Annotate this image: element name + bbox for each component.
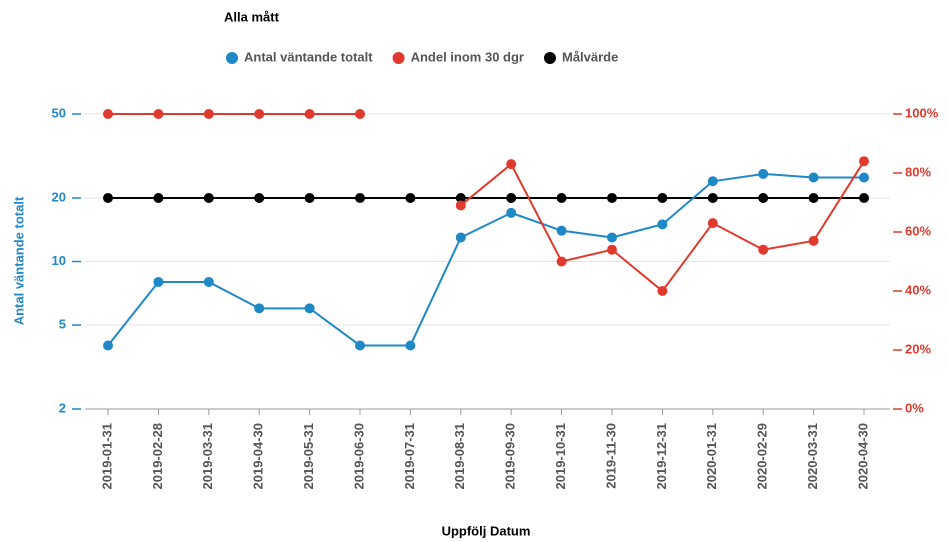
data-point (103, 109, 113, 119)
y2-tick-label: 20% (905, 341, 931, 356)
data-point (506, 207, 517, 218)
x-tick-label: 2019-08-31 (452, 423, 467, 490)
data-point (657, 219, 668, 230)
series-line (107, 172, 864, 347)
x-tick-label: 2020-01-31 (704, 423, 719, 490)
data-point (103, 192, 113, 203)
y2-tick-label: 80% (905, 164, 931, 179)
data-point (506, 159, 517, 170)
data-point (607, 232, 617, 243)
data-point (455, 232, 466, 243)
y-tick-label: 20 (52, 189, 66, 204)
x-tick-label: 2019-03-31 (200, 423, 215, 490)
data-point (304, 303, 315, 314)
data-point (657, 192, 668, 203)
x-tick-label: 2020-03-31 (805, 423, 820, 490)
data-point (808, 192, 819, 203)
data-point (556, 192, 567, 203)
data-point (607, 192, 617, 203)
data-point (707, 176, 718, 187)
x-tick-label: 2020-02-29 (755, 423, 770, 490)
chart-title: Alla mått (224, 9, 280, 24)
y-tick-label: 50 (52, 105, 66, 120)
y2-tick-label: 60% (905, 223, 931, 238)
y2-tick-label: 0% (905, 400, 924, 415)
data-point (808, 172, 819, 183)
data-point (455, 200, 466, 211)
data-point (455, 192, 466, 203)
data-point (153, 192, 164, 203)
data-point (254, 192, 265, 203)
legend-label: Antal väntande totalt (244, 49, 373, 64)
x-tick-label: 2019-09-30 (503, 423, 518, 490)
y2-tick-label: 40% (905, 282, 931, 297)
x-tick-label: 2019-05-31 (301, 423, 316, 490)
data-point (153, 109, 164, 119)
x-tick-label: 2019-01-31 (99, 423, 114, 490)
y-tick-label: 2 (59, 400, 66, 415)
data-point (254, 109, 265, 119)
data-point (103, 340, 113, 351)
data-point (859, 192, 869, 203)
data-point (506, 192, 517, 203)
data-point (556, 225, 567, 236)
legend-label: Andel inom 30 dgr (411, 49, 524, 64)
data-point (355, 109, 365, 119)
data-point (707, 192, 718, 203)
data-point (758, 244, 769, 255)
legend-marker (543, 52, 556, 64)
data-point (153, 276, 164, 287)
data-point (355, 192, 365, 203)
data-point (657, 286, 668, 296)
y-axis-title: Antal väntande totalt (11, 196, 26, 325)
x-tick-label: 2019-11-30 (603, 423, 618, 489)
y-tick-label: 5 (59, 316, 66, 331)
x-tick-label: 2019-02-28 (150, 423, 165, 490)
data-point (859, 156, 869, 167)
data-point (203, 109, 214, 119)
data-point (859, 172, 869, 183)
data-point (254, 303, 265, 314)
data-point (355, 340, 365, 351)
x-tick-label: 2020-04-30 (855, 423, 870, 490)
data-point (607, 244, 617, 255)
x-tick-label: 2019-04-30 (251, 423, 266, 490)
data-point (203, 192, 214, 203)
x-tick-label: 2019-07-31 (402, 423, 417, 490)
data-point (405, 340, 416, 351)
data-point (304, 109, 315, 119)
legend-label: Målvärde (562, 49, 618, 64)
data-point (758, 168, 769, 179)
data-point (556, 256, 567, 267)
data-point (304, 192, 315, 203)
data-point (758, 192, 769, 203)
x-tick-label: 2019-12-31 (654, 423, 669, 490)
legend-marker (392, 52, 405, 64)
data-point (808, 235, 819, 246)
y-tick-label: 10 (52, 253, 66, 268)
x-tick-label: 2019-06-30 (351, 423, 366, 490)
data-point (203, 276, 214, 287)
y2-tick-label: 100% (905, 105, 939, 120)
x-tick-label: 2019-10-31 (553, 423, 568, 490)
legend-marker (226, 52, 238, 64)
data-point (405, 192, 416, 203)
x-axis-title: Uppfölj Datum (442, 523, 531, 538)
series-line (108, 113, 865, 293)
data-point (707, 218, 718, 229)
